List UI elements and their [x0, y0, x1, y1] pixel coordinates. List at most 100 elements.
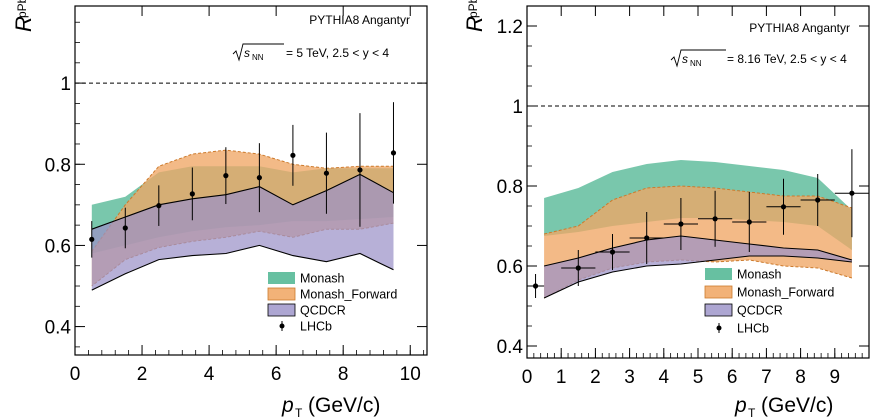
left-lhcb-point — [390, 102, 397, 204]
left-sqrt-symbol — [232, 43, 284, 62]
left-panel: 0 2 4 6 8 10 0.4 0.6 0.8 1 PYTHIA8 Angantyr s NN … — [11, 0, 428, 420]
left-bands — [91, 149, 394, 291]
left-y-tick-label: 0.4 — [45, 318, 72, 339]
right-x-tick-label: 3 — [624, 367, 635, 388]
right-lhcb-marker — [712, 216, 718, 222]
left-lhcb-marker — [122, 225, 128, 231]
left-lhcb-point — [290, 124, 296, 186]
legend-monash-label: Monash — [737, 268, 782, 282]
right-qcdcr-upper-edge — [543, 235, 853, 267]
right-x-tick-label: 0 — [522, 367, 533, 388]
left-lhcb-marker — [357, 167, 363, 173]
left-qcdcr-upper-edge — [91, 173, 394, 230]
left-axis-ticks: 0 2 4 6 8 10 0.4 0.6 0.8 1 — [45, 6, 427, 385]
right-monash-forward-upper-edge — [543, 185, 853, 235]
right-lhcb-marker — [609, 249, 616, 255]
right-lhcb-point — [800, 174, 835, 226]
right-bands — [543, 160, 853, 299]
left-lhcb-point — [357, 113, 363, 227]
right-lhcb-point — [629, 212, 664, 264]
left-legend-monash-forward: Monash_Forward — [267, 287, 397, 302]
left-x-tick-label: 0 — [70, 364, 81, 385]
left-x-tick-label: 10 — [400, 364, 421, 385]
right-x-tick-label: 8 — [795, 367, 806, 388]
left-legend-lhcb: LHCb — [279, 320, 332, 334]
right-x-tick-label: 9 — [830, 367, 841, 388]
legend-monash-swatch — [705, 268, 732, 280]
right-legend-monash: Monash — [705, 268, 782, 282]
left-xlabel-unit: (GeV/c) — [308, 394, 380, 417]
legend-lhcb-marker — [716, 325, 722, 331]
right-y-tick-label: 0.4 — [497, 337, 524, 358]
left-monash-forward-upper-edge — [91, 149, 394, 252]
legend-monash-forward-swatch — [267, 287, 296, 301]
right-energy-text: = 8.16 TeV, 2.5 < y < 4 — [727, 52, 847, 66]
left-y-tick-label: 0.6 — [45, 236, 71, 257]
left-energy-label: s NN = 5 TeV, 2.5 < y < 4 — [232, 43, 389, 62]
right-x-tick-label: 5 — [693, 367, 704, 388]
left-ylabel-sub: pPb — [15, 0, 29, 18]
right-sqrt-subscript: NN — [690, 59, 702, 68]
left-lhcb-marker — [223, 173, 229, 179]
left-lhcb-marker — [189, 191, 195, 197]
right-y-tick-label: 1.2 — [497, 17, 523, 38]
left-lhcb-point — [189, 167, 195, 221]
left-lhcb-point — [156, 185, 162, 226]
left-legend: Monash Monash_Forward QCDCR LHCb — [267, 272, 397, 334]
right-lhcb-marker — [532, 283, 539, 289]
legend-monash-forward-swatch — [704, 285, 733, 299]
right-x-tick-label: 2 — [590, 367, 601, 388]
right-lhcb-marker — [746, 219, 752, 225]
left-lhcb-point — [122, 207, 128, 249]
left-x-tick-label: 8 — [338, 364, 349, 385]
right-lhcb-point — [595, 234, 630, 270]
right-lhcb-points — [527, 149, 869, 298]
right-panel: 0 1 2 3 4 5 6 7 8 9 0.4 0.6 0.8 1 1.2 PYTHIA8 Angantyr… — [462, 0, 870, 420]
left-plot-frame — [74, 5, 428, 356]
left-lhcb-point — [223, 147, 229, 205]
legend-lhcb-marker — [279, 323, 285, 329]
right-axis-ticks: 0 1 2 3 4 5 6 7 8 9 0.4 0.6 0.8 1 1.2 — [497, 6, 869, 388]
left-lhcb-marker — [323, 170, 330, 176]
right-lhcb-marker — [849, 190, 855, 196]
right-lhcb-marker — [678, 221, 684, 227]
right-x-tick-label: 7 — [761, 367, 772, 388]
legend-monash-swatch — [268, 272, 295, 284]
legend-qcdcr-label: QCDCR — [737, 304, 783, 318]
right-sqrt-s: s — [682, 52, 688, 66]
right-ylabel-main: R — [462, 16, 487, 32]
right-ylabel-sub: pPb — [466, 0, 480, 18]
right-x-tick-label: 1 — [556, 367, 567, 388]
left-legend-qcdcr: QCDCR — [267, 303, 346, 318]
right-xlabel-main: p — [734, 394, 747, 417]
right-xlabel: p T (GeV/c) — [734, 394, 833, 420]
left-x-tick-label: 4 — [204, 364, 215, 385]
left-sqrt-subscript: NN — [252, 53, 264, 62]
left-lhcb-point — [323, 132, 330, 214]
legend-qcdcr-swatch — [704, 303, 733, 317]
right-xlabel-sub: T — [748, 406, 756, 420]
legend-monash-forward-label: Monash_Forward — [300, 288, 397, 302]
left-legend-monash: Monash — [268, 272, 345, 286]
right-lhcb-point — [663, 198, 698, 250]
legend-monash-forward-label: Monash_Forward — [737, 286, 834, 300]
legend-qcdcr-swatch — [267, 303, 296, 317]
right-legend-monash-forward: Monash_Forward — [704, 285, 834, 300]
left-qcdcr-lower-edge — [91, 244, 394, 291]
left-lhcb-point — [256, 143, 262, 213]
right-lhcb-marker — [575, 265, 581, 271]
right-legend-qcdcr: QCDCR — [704, 303, 783, 318]
left-lhcb-points — [89, 102, 397, 258]
right-y-tick-label: 0.6 — [497, 257, 523, 278]
right-x-tick-label: 4 — [659, 367, 670, 388]
right-ylabel: R pPb — [462, 0, 487, 32]
right-legend-lhcb: LHCb — [716, 322, 769, 336]
left-x-tick-label: 6 — [271, 364, 282, 385]
right-xlabel-unit: (GeV/c) — [761, 394, 833, 417]
right-lhcb-point — [732, 192, 767, 252]
left-energy-text: = 5 TeV, 2.5 < y < 4 — [286, 46, 389, 60]
right-y-tick-label: 0.8 — [497, 177, 523, 198]
right-lhcb-point — [766, 178, 801, 235]
legend-qcdcr-label: QCDCR — [300, 304, 346, 318]
